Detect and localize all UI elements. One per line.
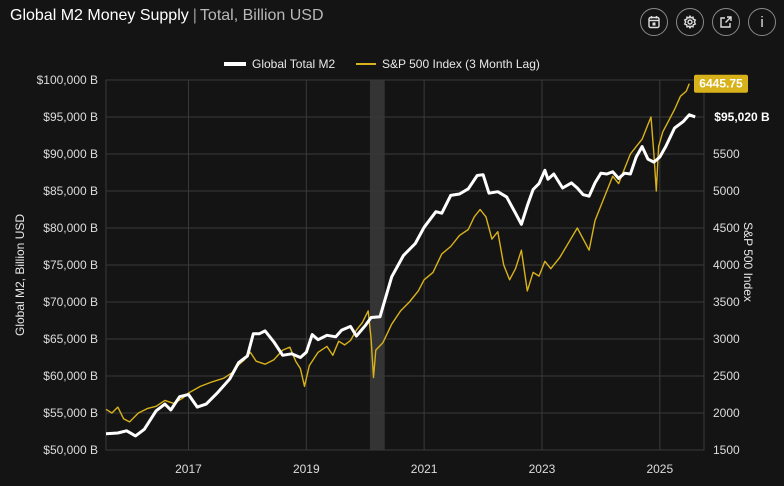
last-value-m2: $95,020 B [714,110,770,124]
y-right-tick-label: 2000 [713,406,740,420]
chart-title: Global M2 Money Supply | Total, Billion US… [10,7,324,25]
gear-icon [683,15,697,29]
calendar-icon [648,16,660,29]
date-range-button[interactable] [640,8,668,36]
external-link-icon [720,16,732,28]
share-button[interactable] [712,8,740,36]
series-line-m2 [105,113,696,438]
title-separator: | [192,7,197,24]
last-value-sp500-bg [694,74,748,93]
y-left-axis-title: Global M2, Billion USD [13,214,27,336]
y-right-tick-label: 3000 [713,332,740,346]
y-right-tick-label: 4000 [713,258,740,272]
info-icon: i [760,13,764,31]
grid [105,79,705,451]
x-tick-label: 2019 [293,462,320,476]
y-left-tick-label: $90,000 B [43,147,98,161]
y-left-tick-label: $100,000 B [37,73,98,87]
recession-band [369,80,385,450]
legend-label-sp500[interactable]: S&P 500 Index (3 Month Lag) [382,57,540,71]
last-value-labels: $95,020 B 6445.75 [694,74,776,126]
y-right-tick-label: 2500 [713,369,740,383]
y-right-tick-label: 4500 [713,221,740,235]
title-main: Global M2 Money Supply [10,7,189,24]
y-left-tick-label: $80,000 B [43,221,98,235]
recession-band-layer [369,80,385,450]
y-right-tick-label: 5000 [713,184,740,198]
y-left-tick-label: $95,000 B [43,110,98,124]
y-left-tick-label: $75,000 B [43,258,98,272]
y-left-tick-label: $65,000 B [43,332,98,346]
legend: Global Total M2 S&P 500 Index (3 Month La… [224,57,540,71]
y-left-tick-label: $70,000 B [43,295,98,309]
x-tick-label: 2021 [411,462,438,476]
y-left-tick-label: $50,000 B [43,443,98,457]
last-value-m2-bg [708,107,776,126]
y-left-tick-label: $60,000 B [43,369,98,383]
x-tick-label: 2017 [175,462,202,476]
y-left-tick-label: $55,000 B [43,406,98,420]
x-tick-label: 2023 [529,462,556,476]
axes: $50,000 B $55,000 B $60,000 B $65,000 B $70,… [13,73,755,476]
y-right-tick-label: 1500 [713,443,740,457]
info-button[interactable]: i [748,8,776,36]
series-line-sp500 [105,83,690,423]
y-right-axis-title: S&P 500 Index [741,222,755,302]
last-value-sp500: 6445.75 [699,77,743,91]
plot-border [105,79,705,451]
y-right-tick-label: 3500 [713,295,740,309]
title-subtitle: Total, Billion USD [199,7,324,24]
y-right-tick-label: 5500 [713,147,740,161]
series-layer [105,83,696,438]
y-left-tick-label: $85,000 B [43,184,98,198]
settings-button[interactable] [676,8,704,36]
toolbar: i [640,8,776,36]
legend-label-m2[interactable]: Global Total M2 [252,57,335,71]
x-tick-label: 2025 [646,462,673,476]
